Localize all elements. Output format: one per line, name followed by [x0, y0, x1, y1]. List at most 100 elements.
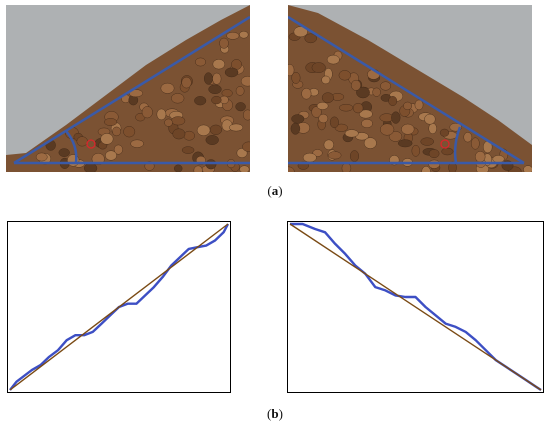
grain — [226, 31, 240, 40]
photo-left-pile — [6, 5, 250, 172]
grain — [181, 146, 195, 154]
grain — [76, 136, 88, 147]
grain — [323, 139, 334, 151]
grain — [229, 123, 244, 132]
grain — [361, 118, 373, 128]
grain — [341, 162, 352, 172]
grain — [339, 103, 354, 112]
grain — [224, 67, 239, 78]
grain — [156, 108, 167, 121]
grain — [209, 124, 223, 135]
grain — [113, 144, 123, 155]
grain — [301, 87, 312, 100]
fit-line — [289, 223, 542, 391]
grain — [424, 113, 436, 125]
grain — [321, 92, 334, 103]
grain — [205, 135, 219, 145]
caption-b-open: ( — [267, 406, 272, 421]
grain — [411, 144, 421, 157]
caption-a: (a) — [255, 183, 295, 199]
grain — [428, 149, 440, 159]
grain — [363, 137, 377, 149]
grain — [318, 113, 329, 124]
grain — [235, 86, 245, 96]
grain — [290, 122, 301, 135]
grain — [397, 139, 413, 148]
caption-b-close: ) — [278, 406, 283, 421]
grain — [104, 118, 118, 126]
grain — [58, 148, 70, 157]
grain — [171, 116, 186, 126]
grain — [174, 164, 183, 172]
grain — [321, 75, 331, 85]
caption-a-letter: a — [271, 183, 279, 198]
grain-pile-right-image — [288, 5, 532, 172]
grain — [441, 147, 454, 156]
caption-b-letter: b — [271, 406, 279, 421]
grain — [100, 133, 114, 145]
grain — [291, 114, 305, 124]
grain — [243, 109, 250, 121]
grain — [316, 102, 329, 110]
grain — [463, 132, 473, 143]
grain — [194, 96, 207, 106]
grain — [205, 159, 217, 170]
grain — [221, 89, 233, 98]
grain — [293, 26, 308, 38]
grain — [344, 129, 359, 138]
grain — [84, 163, 98, 172]
grain — [439, 128, 450, 137]
grain — [35, 152, 48, 162]
grain — [352, 102, 364, 114]
grain — [421, 166, 431, 172]
grain — [172, 128, 186, 140]
grain — [328, 151, 342, 160]
caption-b: (b) — [255, 406, 295, 422]
photo-right-pile — [288, 5, 532, 172]
grain — [203, 72, 213, 85]
grain — [338, 70, 351, 81]
grain — [291, 72, 301, 84]
grain — [212, 72, 222, 85]
caption-a-open: ( — [267, 183, 272, 198]
profile-plot-left — [7, 221, 231, 393]
grain — [391, 111, 401, 124]
grain — [123, 126, 136, 138]
profile-plot-right — [287, 221, 544, 393]
grain — [401, 123, 415, 135]
grain — [160, 82, 175, 94]
grain — [311, 106, 322, 118]
grain — [242, 141, 250, 152]
grain — [474, 151, 486, 163]
grain — [356, 86, 370, 99]
grain — [164, 118, 173, 127]
grain — [219, 37, 229, 49]
grain — [388, 96, 398, 106]
fit-line — [9, 223, 229, 391]
grain — [420, 137, 434, 146]
grain — [195, 57, 206, 67]
grain — [235, 102, 246, 112]
grain — [141, 106, 153, 119]
grain — [379, 123, 395, 136]
grain — [193, 165, 203, 172]
grain — [239, 165, 250, 172]
grain — [211, 95, 222, 105]
grain — [470, 137, 480, 150]
grain — [183, 130, 195, 141]
grain — [350, 150, 360, 162]
grain — [288, 166, 295, 172]
grain — [372, 87, 381, 97]
grain — [171, 93, 185, 104]
grain — [380, 81, 392, 91]
grain — [492, 155, 505, 163]
grain — [240, 76, 250, 87]
grain — [359, 109, 373, 119]
grain — [304, 33, 317, 44]
grain-pile-left-image — [6, 5, 250, 172]
caption-a-close: ) — [278, 183, 283, 198]
grain — [302, 152, 317, 163]
grain — [105, 150, 117, 161]
grain — [112, 126, 122, 137]
grain — [403, 101, 413, 111]
